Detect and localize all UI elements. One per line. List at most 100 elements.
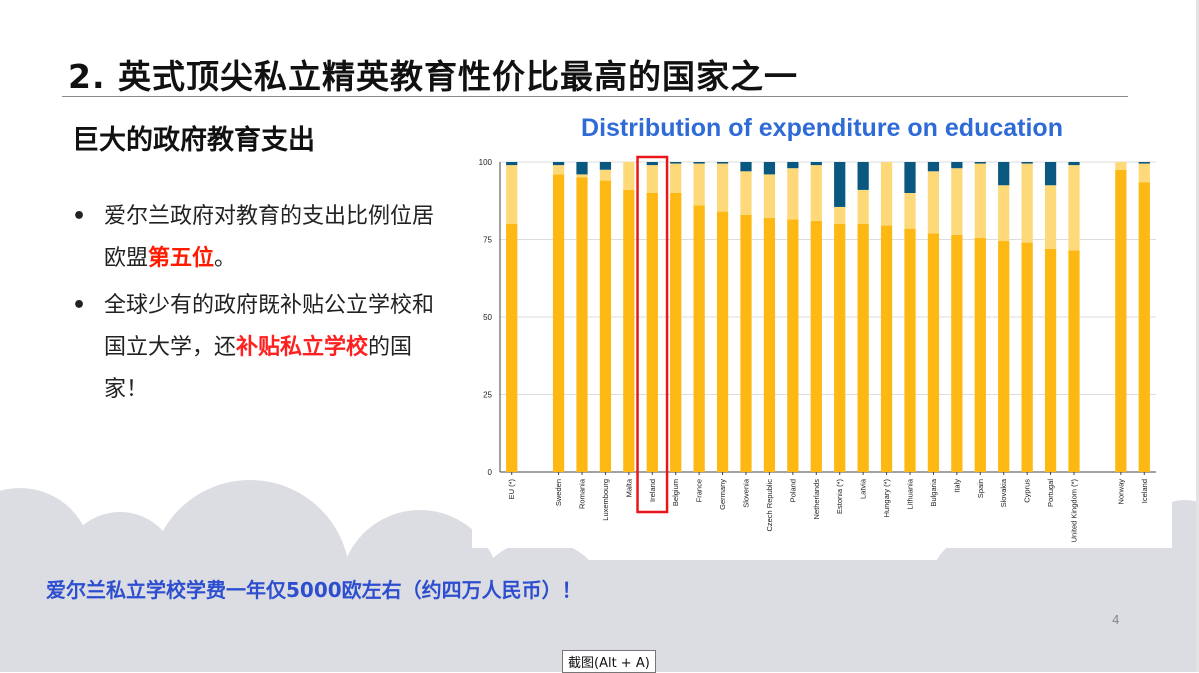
bar-segment — [740, 214, 752, 472]
bar-segment — [599, 180, 612, 472]
bar-segment — [904, 193, 916, 229]
bar-segment — [576, 174, 588, 178]
bar-segment — [810, 162, 822, 166]
bar-segment — [506, 165, 518, 224]
x-tick-label: Norway — [1116, 479, 1125, 505]
x-tick-label: Italy — [952, 479, 961, 493]
bar-segment — [787, 219, 799, 472]
bar-segment — [810, 165, 822, 221]
chart-title: Distribution of expenditure on education — [581, 114, 1063, 142]
bar-segment — [1044, 185, 1057, 249]
x-tick-label: Poland — [788, 479, 797, 502]
bar-segment — [646, 165, 658, 193]
bar-segment — [787, 162, 799, 169]
bullet-highlight: 第五位 — [148, 246, 215, 271]
bar-segment — [1138, 163, 1150, 183]
x-tick-label: Cyprus — [1023, 479, 1032, 503]
x-tick-label: Portugal — [1046, 479, 1055, 507]
bar-segment — [834, 224, 846, 472]
bar-segment — [576, 162, 588, 175]
bullet-dot: • — [72, 204, 87, 229]
bar-segment — [693, 162, 705, 164]
x-tick-label: Slovenia — [742, 478, 751, 508]
y-tick-label: 75 — [483, 236, 492, 245]
bottom-note: 爱尔兰私立学校学费一年仅5000欧左右（约四万人民币）！ — [46, 578, 582, 602]
x-tick-label: Spain — [976, 479, 985, 498]
bar-segment — [927, 162, 940, 172]
page-number: 4 — [1112, 613, 1120, 627]
bar-segment — [506, 224, 518, 472]
bar-segment — [716, 162, 729, 164]
bar-segment — [1021, 163, 1033, 243]
bar-segment — [623, 189, 635, 472]
bar-segment — [951, 234, 963, 472]
bar-segment — [1021, 242, 1033, 472]
bar-segment — [1138, 162, 1150, 164]
bar-segment — [599, 162, 612, 170]
x-tick-label: Malta — [624, 478, 633, 497]
slide-subtitle: 巨大的政府教育支出 — [72, 125, 315, 156]
bar-segment — [1115, 169, 1127, 472]
bar-segment — [763, 162, 776, 175]
bar-segment — [693, 205, 705, 472]
x-tick-label: Belgium — [671, 479, 680, 506]
x-tick-label: EU (*) — [507, 479, 516, 500]
bar-segment — [998, 185, 1010, 242]
x-tick-label: Luxembourg — [601, 479, 610, 521]
bar-segment — [857, 189, 869, 224]
bullet-highlight: 补贴私立学校 — [236, 335, 369, 360]
bar-segment — [623, 162, 635, 190]
bar-segment — [1068, 165, 1080, 251]
bar-segment — [951, 162, 963, 169]
bar-segment — [880, 162, 893, 226]
bar-segment — [1021, 162, 1033, 164]
bar-segment — [1044, 162, 1057, 186]
bar-segment — [927, 171, 940, 234]
window-scrollbar-edge[interactable] — [1196, 0, 1199, 672]
bar-segment — [763, 174, 776, 218]
bar-segment — [670, 193, 682, 472]
bar-segment — [998, 241, 1010, 472]
x-tick-label: Netherlands — [812, 479, 821, 520]
bullet-item-eu-rank: • 爱尔兰政府对教育的支出比例位居欧盟第五位。 — [72, 196, 452, 280]
bar-segment — [763, 217, 776, 472]
bar-segment — [552, 162, 565, 166]
x-tick-label: Bulgaria — [929, 478, 938, 506]
x-tick-label: Iceland — [1140, 479, 1149, 503]
bar-segment — [1115, 162, 1127, 170]
bullet-list: • 爱尔兰政府对教育的支出比例位居欧盟第五位。 • 全球少有的政府既补贴公立学校… — [72, 196, 452, 416]
slide-title: 2. 英式顶尖私立精英教育性价比最高的国家之一 — [68, 57, 798, 96]
bar-segment — [552, 165, 565, 175]
stacked-bar-chart: 0 25 50 75 100 EU (*) Sweden Romania Luxembourg M… — [479, 155, 1156, 542]
bar-segment — [552, 174, 565, 472]
bar-segment — [646, 162, 658, 166]
bar-segment — [599, 169, 612, 181]
bar-segment — [998, 162, 1010, 186]
bar-segment — [810, 220, 822, 472]
bullet-item-private-subsidy: • 全球少有的政府既补贴公立学校和国立大学，还补贴私立学校的国家！ — [72, 285, 452, 411]
bar-segment — [927, 233, 940, 472]
bullet-text: 爱尔兰政府对教育的支出比例位居欧盟 — [104, 204, 435, 271]
bar-segment — [974, 163, 986, 238]
x-tick-label: Czech Republic — [765, 479, 774, 532]
bar-segment — [716, 211, 729, 472]
bar-segment — [787, 168, 799, 220]
bar-segment — [693, 163, 705, 206]
bar-segment — [740, 162, 752, 172]
bar-segment — [1138, 182, 1150, 472]
x-tick-label: Lithuania — [906, 478, 915, 509]
bar-segment — [716, 163, 729, 212]
bar-segment — [904, 228, 916, 472]
bar-segment — [1068, 250, 1080, 472]
x-tick-label: Romania — [578, 478, 587, 509]
bar-segment — [1044, 248, 1057, 472]
bar-segment — [857, 224, 869, 472]
screenshot-tooltip: 截图(Alt + A) — [562, 650, 656, 673]
ireland-highlight-box — [636, 155, 669, 514]
bar-segment — [857, 162, 869, 190]
bar-segment — [974, 162, 986, 164]
y-tick-label: 50 — [483, 313, 492, 322]
title-divider — [62, 96, 1128, 97]
bullet-dot: • — [72, 293, 87, 318]
